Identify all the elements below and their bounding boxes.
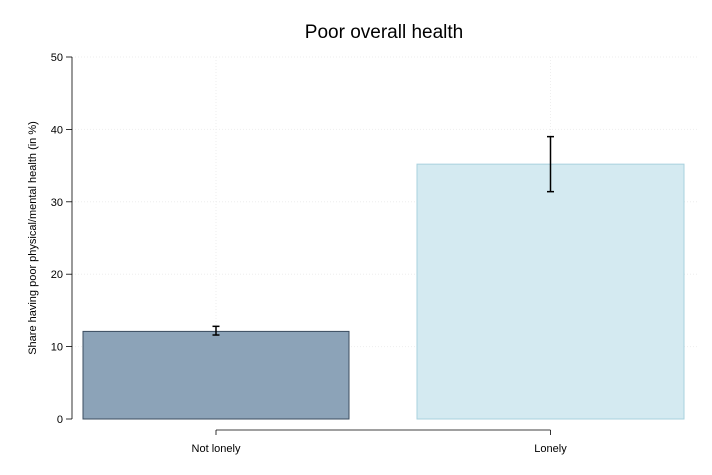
y-tick-label-0: 0	[57, 414, 63, 426]
x-axis-ticks: Not lonely Lonely	[192, 430, 567, 455]
x-tick-label-0: Not lonely	[192, 443, 241, 455]
y-axis-title: Share having poor physical/mental health…	[27, 121, 39, 355]
y-axis-ticks: 0 10 20 30 40 50	[51, 52, 72, 426]
error-bar-0	[212, 325, 220, 336]
y-tick-label-30: 30	[51, 197, 63, 209]
bar-not-lonely	[82, 330, 350, 420]
bar-lonely	[416, 163, 685, 420]
x-tick-label-1: Lonely	[534, 443, 567, 455]
y-tick-label-50: 50	[51, 52, 63, 64]
y-tick-label-40: 40	[51, 124, 63, 136]
bars	[82, 163, 685, 420]
axes	[71, 57, 551, 431]
error-bars	[212, 135, 554, 336]
chart-title: Poor overall health	[305, 22, 463, 43]
y-tick-label-10: 10	[51, 342, 63, 354]
error-bar-1	[547, 135, 554, 193]
y-tick-label-20: 20	[51, 269, 63, 281]
